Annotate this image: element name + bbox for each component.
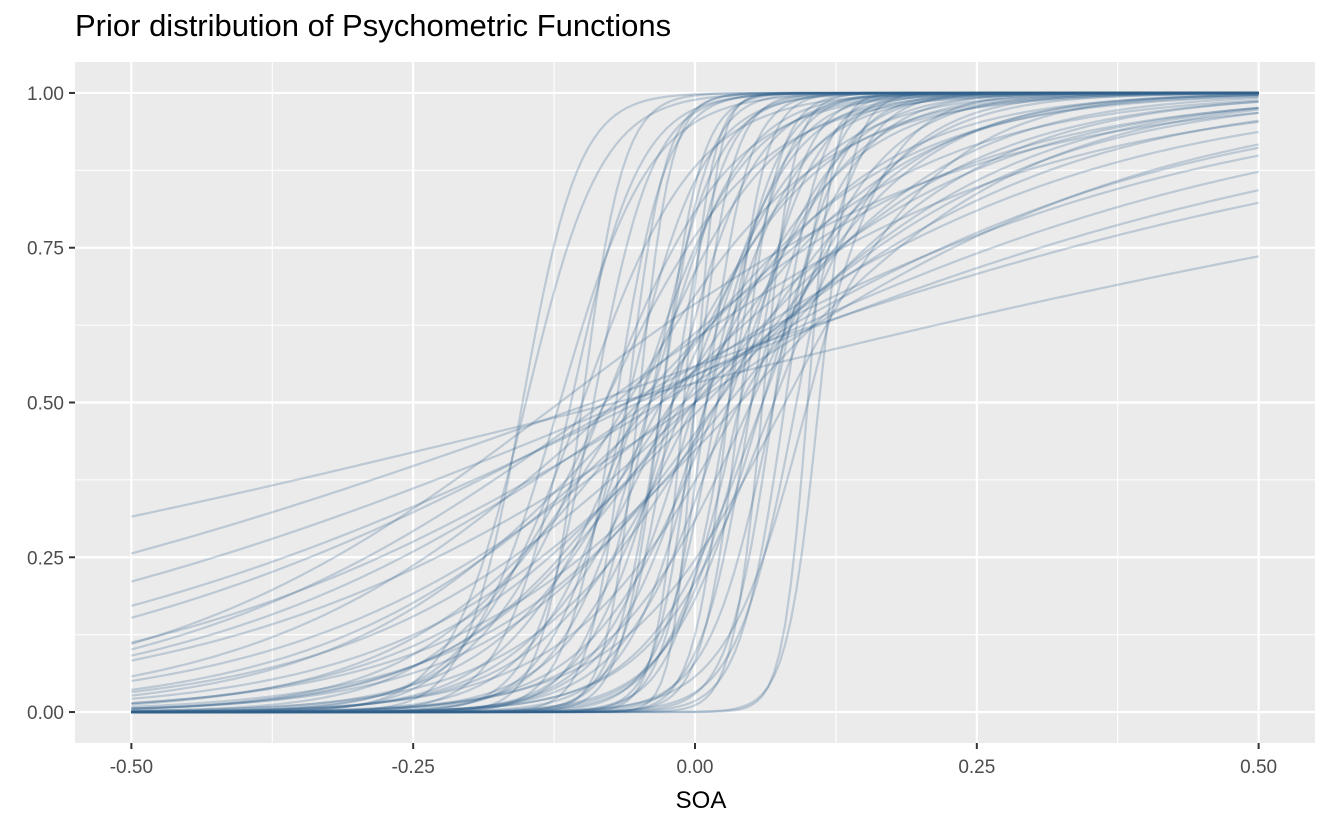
series-line <box>131 154 1259 619</box>
series-line <box>131 91 1259 714</box>
series-line <box>131 91 1259 714</box>
series-line <box>131 92 1259 713</box>
series-line <box>131 91 1259 714</box>
series-line <box>131 107 1259 700</box>
series-layer <box>131 91 1259 714</box>
series-line <box>131 95 1259 706</box>
x-axis-title: SOA <box>676 787 727 814</box>
series-line <box>131 92 1259 714</box>
series-line <box>131 119 1259 683</box>
series-line <box>131 91 1259 714</box>
series-line <box>131 91 1259 714</box>
chart-title: Prior distribution of Psychometric Funct… <box>75 8 672 43</box>
series-line <box>131 91 1259 714</box>
series-line <box>131 91 1259 714</box>
series-line <box>131 91 1259 714</box>
series-line <box>131 91 1259 714</box>
series-line <box>131 92 1259 714</box>
series-line <box>131 91 1259 714</box>
grid-major <box>75 62 1315 743</box>
series-line <box>131 91 1259 714</box>
x-tick-label: 0.00 <box>677 757 714 778</box>
series-line <box>131 91 1259 714</box>
series-line <box>131 91 1259 714</box>
x-tick-label: -0.25 <box>392 757 435 778</box>
y-tick-label: 0.00 <box>27 703 64 724</box>
series-line <box>131 93 1259 713</box>
series-line <box>131 91 1259 714</box>
series-line <box>131 93 1259 711</box>
series-line <box>131 146 1259 644</box>
series-line <box>131 91 1259 714</box>
series-line <box>131 91 1259 714</box>
x-tick-label: 0.25 <box>958 757 995 778</box>
series-line <box>131 91 1259 714</box>
series-line <box>131 91 1259 714</box>
series-line <box>131 94 1259 710</box>
y-axis: 0.00 0.25 0.50 0.75 1.00 <box>27 84 75 724</box>
series-line <box>131 106 1259 678</box>
x-axis: -0.50 -0.25 0.00 0.25 0.50 <box>110 743 1277 778</box>
series-line <box>131 93 1259 712</box>
series-line <box>131 111 1259 694</box>
series-line <box>131 91 1259 714</box>
y-tick-label: 0.25 <box>27 548 64 569</box>
series-line <box>131 91 1259 714</box>
series-line <box>131 91 1259 714</box>
series-line <box>131 91 1259 714</box>
series-line <box>131 92 1259 711</box>
y-tick-label: 0.50 <box>27 394 64 415</box>
series-line <box>131 255 1259 518</box>
series-line <box>131 91 1259 714</box>
series-line <box>131 91 1259 714</box>
x-tick-label: -0.50 <box>110 757 153 778</box>
series-line <box>131 91 1259 714</box>
series-line <box>131 170 1259 607</box>
y-tick-label: 0.75 <box>27 239 64 260</box>
series-line <box>131 189 1259 583</box>
series-line <box>131 91 1259 714</box>
series-line <box>131 91 1259 714</box>
series-line <box>131 99 1259 697</box>
series-line <box>131 92 1259 713</box>
series-line <box>131 91 1259 713</box>
series-line <box>131 91 1259 714</box>
series-line <box>131 91 1259 714</box>
series-line <box>131 91 1259 714</box>
series-line <box>131 91 1259 714</box>
series-line <box>131 91 1259 713</box>
series-line <box>131 91 1259 714</box>
series-line <box>131 100 1259 708</box>
series-line <box>131 92 1259 713</box>
series-line <box>131 111 1259 645</box>
y-tick-label: 1.00 <box>27 84 64 105</box>
series-line <box>131 130 1259 657</box>
series-line <box>131 91 1259 714</box>
series-line <box>131 91 1259 714</box>
series-line <box>131 91 1259 714</box>
series-line <box>131 201 1259 555</box>
series-line <box>131 108 1259 705</box>
series-line <box>131 91 1259 714</box>
series-line <box>131 91 1259 714</box>
series-line <box>131 91 1259 714</box>
series-line <box>131 100 1259 705</box>
series-line <box>131 91 1259 713</box>
series-line <box>131 91 1259 714</box>
series-line <box>131 91 1259 714</box>
series-line <box>131 91 1259 714</box>
series-line <box>131 91 1259 713</box>
series-line <box>131 93 1259 713</box>
series-line <box>131 96 1259 710</box>
series-line <box>131 91 1259 714</box>
series-line <box>131 120 1259 651</box>
series-line <box>131 106 1259 691</box>
series-line <box>131 143 1259 662</box>
x-tick-label: 0.50 <box>1240 757 1277 778</box>
series-line <box>131 91 1259 714</box>
series-line <box>131 91 1259 714</box>
